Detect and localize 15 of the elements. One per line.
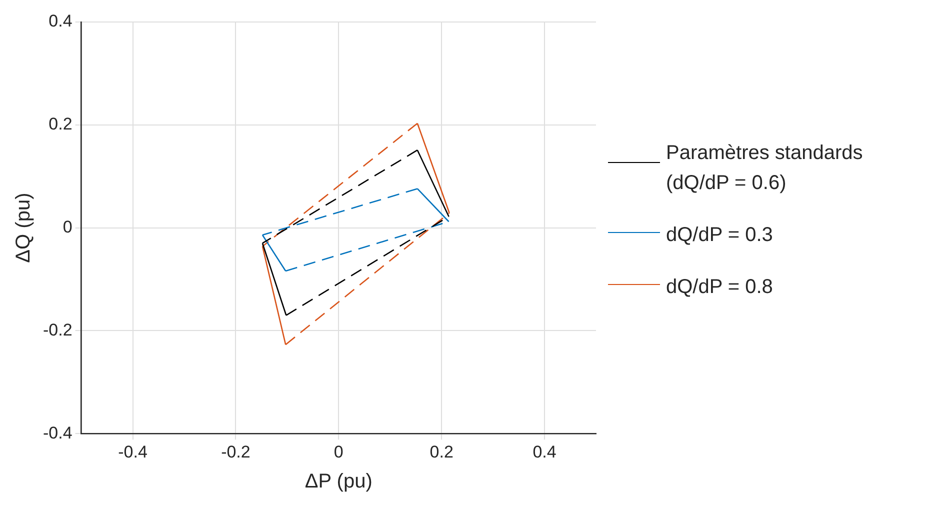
y-axis-title: ΔQ (pu)	[12, 192, 35, 263]
legend-label: Paramètres standards (dQ/dP = 0.6)	[666, 141, 864, 196]
legend-label: dQ/dP = 0.8	[666, 275, 773, 300]
y-tick-label: -0.2	[42, 320, 72, 340]
legend-label: dQ/dP = 0.3	[666, 223, 773, 248]
x-axis-title: ΔP (pu)	[304, 470, 372, 493]
x-tick-label: 0	[334, 442, 344, 462]
y-tick-label: 0	[62, 217, 72, 236]
x-tick-label: 0.2	[430, 442, 454, 462]
y-tick-label: 0.2	[48, 114, 72, 134]
x-tick-label: -0.4	[118, 442, 148, 462]
y-tick-label: 0.4	[48, 12, 72, 31]
x-tick-label: 0.4	[532, 442, 556, 462]
x-tick-label: -0.2	[221, 442, 250, 462]
y-tick-label: -0.4	[42, 423, 72, 442]
